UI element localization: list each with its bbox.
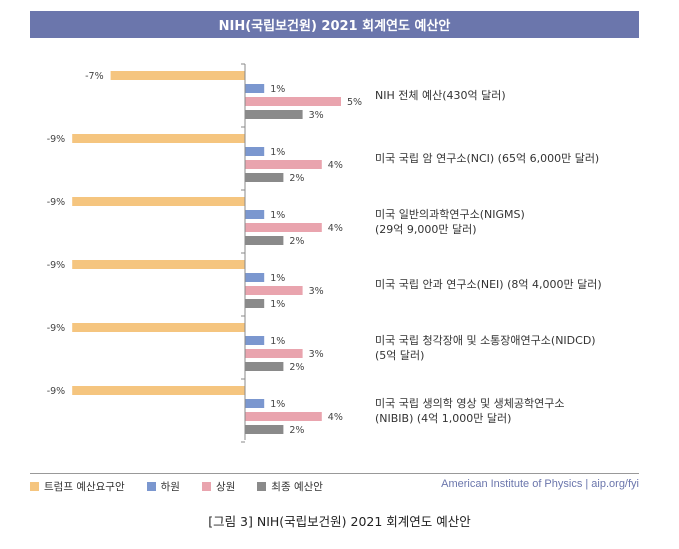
bar-0-5 xyxy=(72,386,245,395)
bar-2-5 xyxy=(245,412,322,421)
category-label-5-0: 미국 국립 생의학 영상 및 생체공학연구소 xyxy=(375,397,565,410)
legend-item-house: 하원 xyxy=(146,479,180,494)
bar-1-4 xyxy=(245,336,265,345)
legend-label-final: 최종 예산안 xyxy=(271,480,323,493)
data-label-0-4: -9% xyxy=(47,323,66,334)
bar-0-2 xyxy=(72,197,245,206)
category-label-5-1: (NIBIB) (4억 1,000만 달러) xyxy=(375,412,511,425)
legend-swatch-final xyxy=(257,481,267,491)
data-label-1-0: 1% xyxy=(270,84,285,95)
bar-2-1 xyxy=(245,160,322,169)
data-label-0-1: -9% xyxy=(47,134,66,145)
legend-swatch-house xyxy=(146,481,156,491)
data-label-1-1: 1% xyxy=(270,147,285,158)
legend-item-senate: 상원 xyxy=(201,479,236,494)
data-label-3-3: 1% xyxy=(270,299,285,310)
bar-0-3 xyxy=(72,260,245,269)
chart-legend: 트럼프 예산요구안 하원 상원 최종 예산안 xyxy=(30,478,345,494)
category-label-3-0: 미국 국립 안과 연구소(NEI) (8억 4,000만 달러) xyxy=(375,278,602,291)
legend-label-house: 하원 xyxy=(160,480,180,493)
data-label-3-1: 2% xyxy=(289,173,304,184)
data-label-0-2: -9% xyxy=(47,197,66,208)
bar-0-0 xyxy=(110,71,245,80)
category-label-2-0: 미국 일반의과학연구소(NIGMS) xyxy=(375,207,525,221)
data-label-2-1: 4% xyxy=(328,160,343,171)
bar-2-3 xyxy=(245,286,303,295)
legend-label-trump: 트럼프 예산요구안 xyxy=(44,480,125,493)
bar-2-0 xyxy=(245,97,341,106)
bar-2-2 xyxy=(245,223,322,232)
data-label-0-5: -9% xyxy=(47,386,66,397)
bar-3-3 xyxy=(245,299,265,308)
bar-3-1 xyxy=(245,173,284,182)
category-label-1-0: 미국 국립 암 연구소(NCI) (65억 6,000만 달러) xyxy=(375,152,599,165)
data-label-2-3: 3% xyxy=(309,286,324,297)
bar-1-5 xyxy=(245,399,265,408)
data-label-1-3: 1% xyxy=(270,273,285,284)
category-label-4-0: 미국 국립 청각장애 및 소통장애연구소(NIDCD) xyxy=(375,334,596,347)
data-label-3-5: 2% xyxy=(289,425,304,436)
bar-1-3 xyxy=(245,273,265,282)
legend-swatch-trump xyxy=(30,481,39,491)
data-label-2-5: 4% xyxy=(328,412,343,423)
data-label-0-0: -7% xyxy=(85,71,104,82)
bar-0-1 xyxy=(72,134,245,143)
bar-0-4 xyxy=(72,323,245,332)
data-label-1-2: 1% xyxy=(270,210,285,221)
data-label-3-2: 2% xyxy=(289,236,304,247)
data-label-1-4: 1% xyxy=(270,336,285,347)
data-label-2-4: 3% xyxy=(309,349,324,360)
figure-caption: [그림 3] NIH(국립보건원) 2021 회계연도 예산안 xyxy=(208,514,471,529)
bar-1-0 xyxy=(245,84,265,93)
data-label-3-4: 2% xyxy=(289,362,304,373)
legend-item-final: 최종 예산안 xyxy=(257,479,323,494)
legend-item-trump: 트럼프 예산요구안 xyxy=(30,479,125,494)
category-label-0-0: NIH 전체 예산(430억 달러) xyxy=(375,89,506,102)
bar-1-1 xyxy=(245,147,265,156)
source-credit: American Institute of Physics | aip.org/… xyxy=(441,478,639,490)
bar-3-5 xyxy=(245,425,284,434)
data-label-0-3: -9% xyxy=(47,260,66,271)
data-label-2-2: 4% xyxy=(328,223,343,234)
chart-title: NIH(국립보건원) 2021 회계연도 예산안 xyxy=(30,11,639,38)
bar-3-0 xyxy=(245,110,303,119)
bar-3-4 xyxy=(245,362,284,371)
legend-label-senate: 상원 xyxy=(215,480,236,493)
bar-3-2 xyxy=(245,236,284,245)
data-label-3-0: 3% xyxy=(309,110,324,121)
category-label-4-1: (5억 달러) xyxy=(375,349,424,362)
bar-2-4 xyxy=(245,349,303,358)
footer-divider xyxy=(30,473,639,474)
bar-1-2 xyxy=(245,210,265,219)
category-label-2-1: (29억 9,000만 달러) xyxy=(375,223,477,236)
data-label-1-5: 1% xyxy=(270,399,285,410)
legend-swatch-senate xyxy=(201,481,211,491)
data-label-2-0: 5% xyxy=(347,97,362,108)
